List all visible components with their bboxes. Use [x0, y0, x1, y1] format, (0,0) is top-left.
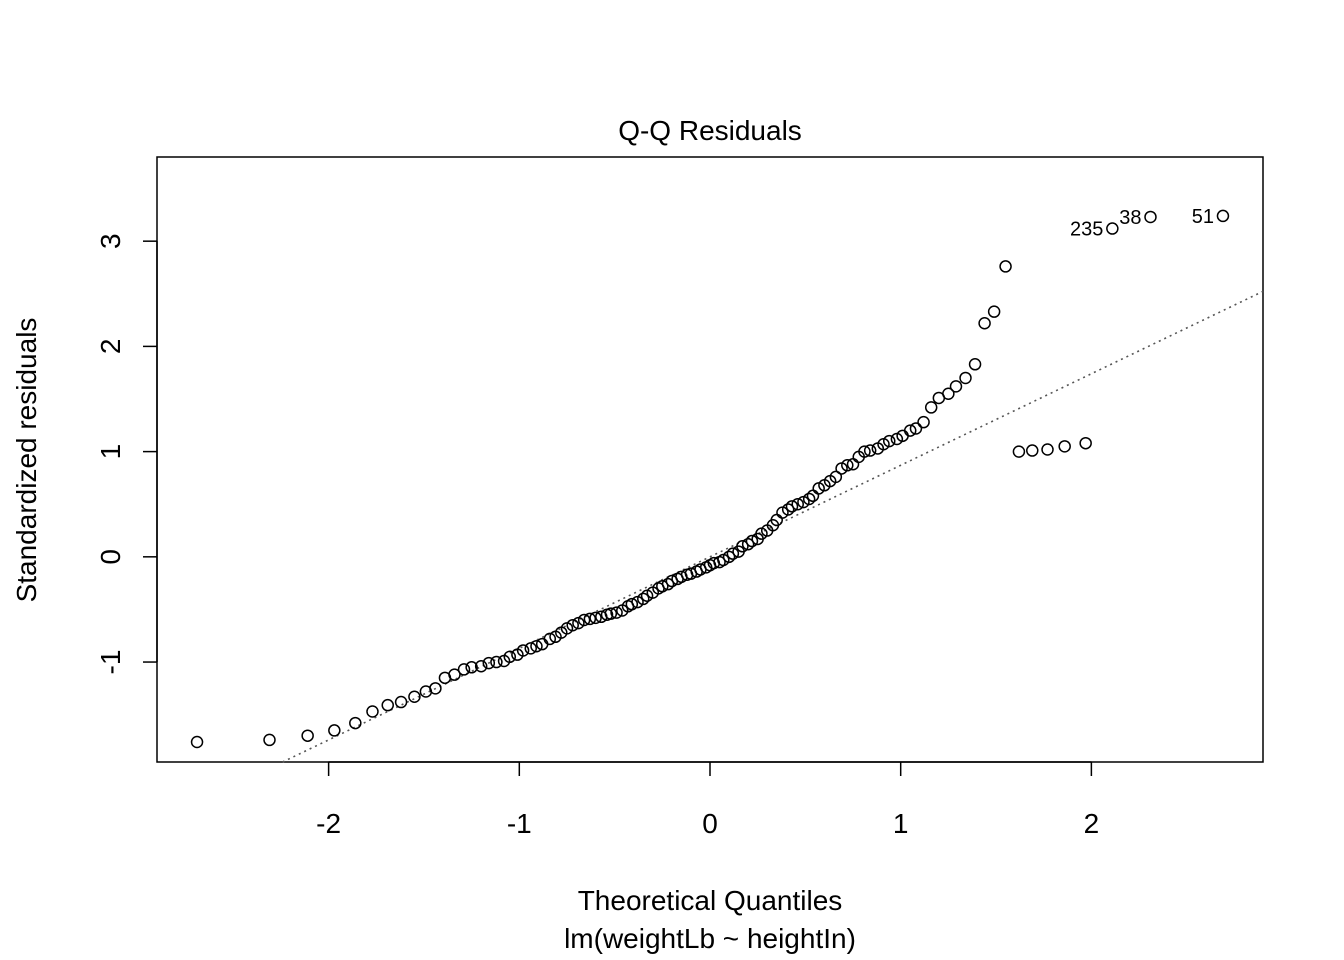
data-point [503, 650, 517, 664]
plot-frame [156, 156, 1264, 763]
data-point [909, 422, 923, 435]
data-point [999, 260, 1012, 273]
x-tick-label: -1 [507, 808, 532, 839]
data-point [949, 380, 963, 393]
data-point [516, 644, 530, 657]
point-label-38: 38 [1119, 207, 1141, 229]
subtitle: lm(weightLb ~ heightIn) [564, 923, 856, 954]
data-point [530, 640, 543, 653]
data-point [656, 580, 669, 593]
point-labels-layer: 235 38 51 [1070, 206, 1230, 241]
data-point [841, 459, 854, 472]
data-point [408, 690, 421, 704]
data-point [978, 316, 991, 330]
data-point [301, 729, 314, 742]
data-point [566, 618, 579, 632]
data-point [942, 387, 955, 400]
data-point [968, 358, 982, 371]
data-point [524, 642, 538, 655]
data-point [577, 613, 591, 627]
reference-line-layer [282, 290, 1264, 763]
data-point [328, 724, 341, 737]
y-axis-label: Standardized residuals [11, 318, 42, 603]
data-point [863, 444, 877, 457]
x-tick-label: -2 [316, 808, 341, 839]
x-axis-label: Theoretical Quantiles [578, 885, 843, 916]
data-point [903, 424, 917, 437]
y-tick-label: 2 [95, 339, 126, 355]
data-point [802, 492, 816, 506]
data-point [1079, 436, 1092, 450]
x-tick-label: 1 [893, 808, 909, 839]
data-point [791, 497, 804, 511]
labeled-point-38 [1144, 210, 1157, 224]
y-tick-label: 3 [95, 233, 126, 249]
y-tick-label: 0 [95, 549, 126, 565]
data-point [490, 655, 503, 669]
data-point [583, 612, 597, 626]
data-point [987, 305, 1001, 318]
qq-reference-line [282, 290, 1264, 763]
x-axis: -2 -1 0 1 2 [316, 761, 1100, 839]
data-point [781, 503, 795, 516]
data-point [474, 660, 488, 673]
data-point [457, 663, 471, 676]
data-point [1058, 440, 1071, 453]
labeled-point-235 [1106, 222, 1119, 235]
data-point [917, 415, 930, 429]
data-point [829, 470, 843, 484]
data-point [1012, 445, 1026, 458]
data-point [381, 698, 394, 712]
data-point [959, 371, 972, 385]
data-point [604, 607, 618, 620]
data-point [741, 537, 755, 551]
x-tick-label: 2 [1084, 808, 1100, 839]
data-point [1026, 444, 1039, 457]
chart-title: Q-Q Residuals [618, 115, 802, 146]
data-point [394, 695, 408, 709]
data-point [736, 540, 749, 553]
data-point [610, 606, 623, 619]
data-point [366, 705, 379, 718]
data-point [858, 445, 871, 458]
data-point [745, 534, 759, 548]
data-point [726, 547, 740, 560]
y-axis: -1 0 1 2 3 [95, 233, 158, 675]
data-point [482, 656, 496, 670]
data-point [349, 716, 362, 730]
y-tick-label: -1 [95, 650, 126, 675]
labeled-point-51 [1216, 209, 1230, 223]
data-point [625, 597, 639, 611]
data-point [637, 592, 650, 606]
point-label-51: 51 [1192, 206, 1214, 228]
points-layer [190, 260, 1092, 749]
data-point [589, 611, 602, 625]
data-point [882, 434, 896, 448]
data-point [1041, 443, 1054, 456]
data-point [448, 668, 461, 681]
data-point [543, 632, 557, 646]
data-point [465, 661, 478, 674]
point-label-235: 235 [1070, 219, 1103, 241]
x-tick-label: 0 [702, 808, 718, 839]
data-point [785, 500, 799, 513]
data-point [924, 401, 938, 414]
y-tick-label: 1 [95, 444, 126, 460]
data-point [429, 682, 442, 695]
data-point [722, 550, 736, 564]
data-point [190, 735, 204, 749]
data-point [263, 733, 276, 747]
data-point [661, 577, 675, 591]
